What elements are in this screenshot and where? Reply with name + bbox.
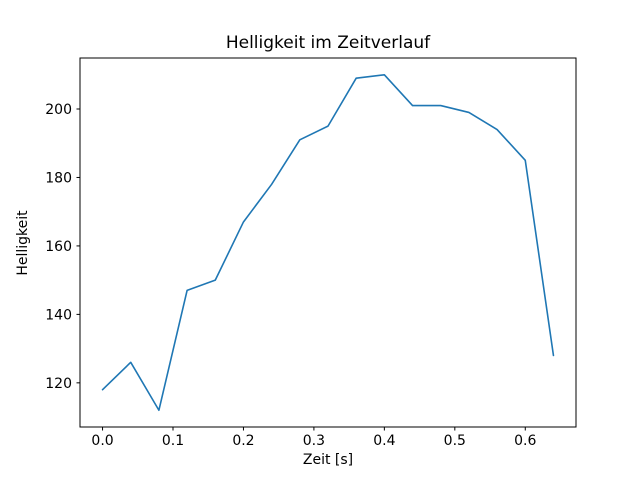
x-tick-label: 0.4 <box>373 433 395 449</box>
y-tick-label: 160 <box>45 239 72 255</box>
y-tick-label: 140 <box>45 307 72 323</box>
y-tick-label: 120 <box>45 376 72 392</box>
y-tick-label: 200 <box>45 102 72 118</box>
y-axis-label: Helligkeit <box>15 210 31 276</box>
axes-frame <box>79 57 577 428</box>
x-tick-label: 0.6 <box>514 433 536 449</box>
x-tick-label: 0.0 <box>91 433 113 449</box>
x-axis-label: Zeit [s] <box>303 452 353 468</box>
x-tick-label: 0.2 <box>232 433 254 449</box>
x-tick-label: 0.5 <box>444 433 466 449</box>
data-line <box>101 73 555 412</box>
chart-title: Helligkeit im Zeitverlauf <box>226 33 431 53</box>
x-tick-label: 0.3 <box>303 433 325 449</box>
x-tick-label: 0.1 <box>162 433 184 449</box>
y-tick-label: 180 <box>45 170 72 186</box>
